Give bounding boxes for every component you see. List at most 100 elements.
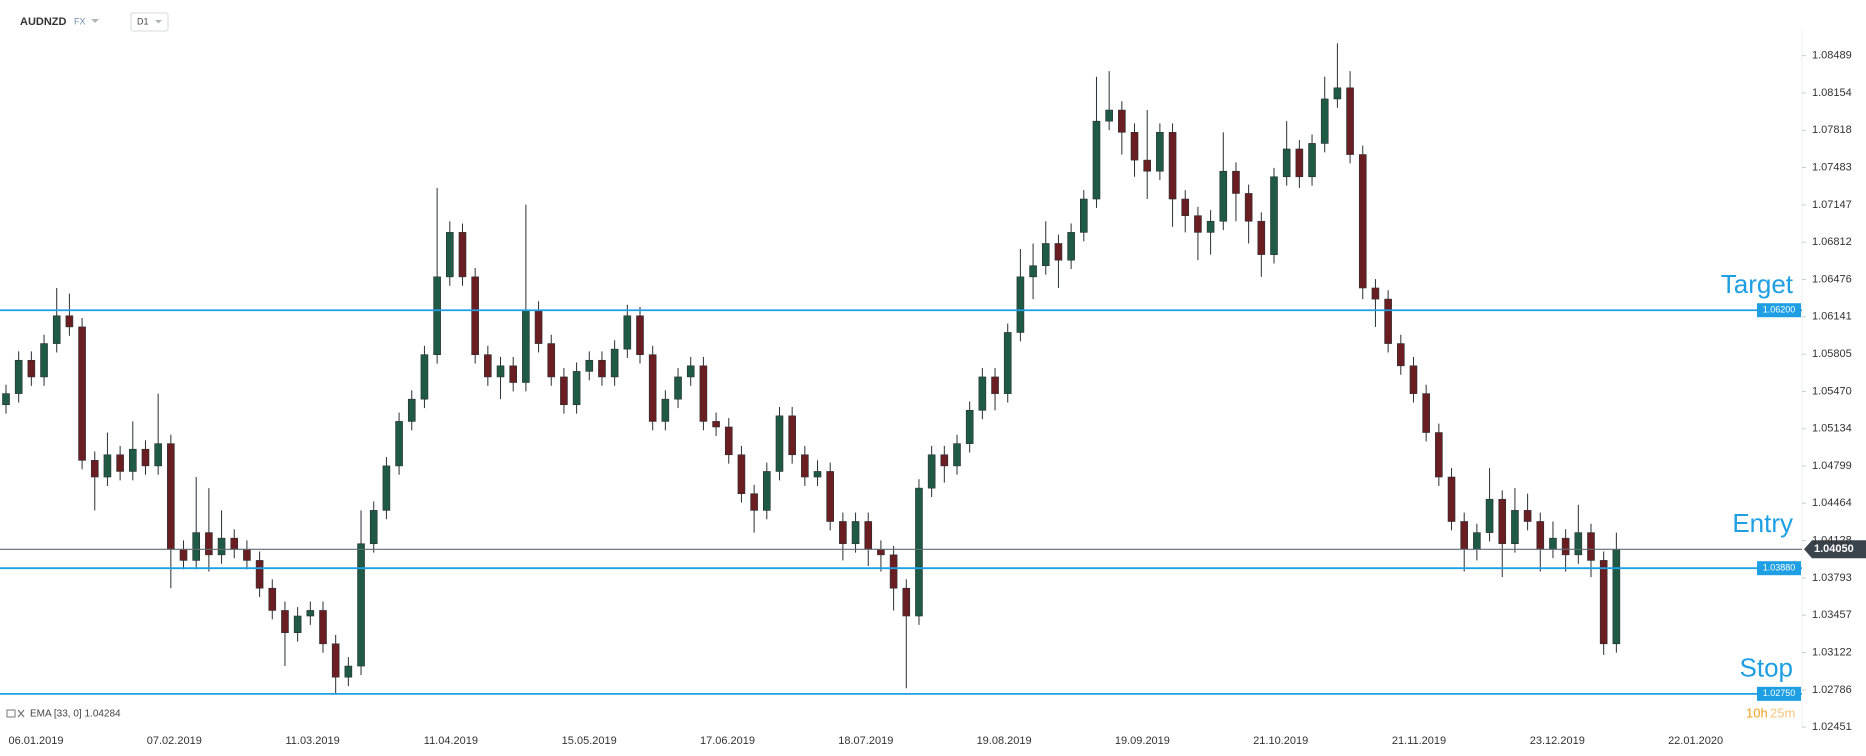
- candle-body: [1054, 243, 1063, 261]
- x-tick-label: 11.04.2019: [424, 735, 478, 747]
- candle-body: [801, 454, 809, 478]
- level-name: Target: [1721, 269, 1794, 299]
- y-tick-label: 1.06141: [1812, 311, 1852, 323]
- x-tick-label: 19.08.2019: [977, 735, 1032, 747]
- x-tick-label: 15.05.2019: [562, 735, 617, 747]
- x-tick-label: 17.06.2019: [700, 735, 755, 747]
- y-tick-label: 1.04799: [1812, 460, 1852, 472]
- candle-body: [534, 309, 543, 344]
- candle-body: [940, 454, 949, 467]
- x-tick-label: 11.03.2019: [285, 735, 339, 747]
- y-tick-label: 1.03122: [1812, 646, 1852, 658]
- y-tick-label: 1.04128: [1812, 535, 1852, 547]
- x-tick-label: 21.11.2019: [1392, 735, 1446, 747]
- market: FX: [74, 16, 86, 26]
- candle-body: [306, 610, 315, 617]
- timeframe-caret[interactable]: [155, 20, 162, 24]
- x-axis: 06.01.2019 07.02.2019 11.03.2019 11.04.2019…: [8, 735, 1723, 747]
- candle-body: [674, 376, 682, 400]
- levels: 1.06200 Target 1.04050 Entry 1.03880 1.02750 S…: [0, 269, 1866, 701]
- candle-body: [1333, 87, 1342, 100]
- price-tag: [1757, 303, 1801, 318]
- candle-body: [1156, 132, 1164, 172]
- candle-body: [458, 232, 467, 278]
- candle-body: [927, 454, 936, 489]
- candle-body: [661, 398, 670, 422]
- candle-body: [712, 421, 720, 428]
- candle-body: [839, 521, 847, 545]
- candle-body: [1384, 298, 1392, 344]
- price-tag-label: 1.06200: [1763, 305, 1796, 315]
- indicator-icon[interactable]: [6, 709, 16, 718]
- candle-body: [522, 309, 530, 383]
- candle-body: [179, 548, 188, 561]
- price-tag: [1757, 686, 1801, 701]
- candle-body: [1549, 537, 1557, 550]
- candle-body: [382, 465, 391, 511]
- candle-body: [445, 232, 454, 278]
- market-caret[interactable]: [91, 19, 99, 23]
- y-tick-label: 1.06812: [1812, 236, 1852, 248]
- candle-body: [737, 454, 746, 494]
- countdown-hours: 10h: [1746, 705, 1768, 720]
- candle-body: [1257, 220, 1266, 255]
- candle-body: [1511, 510, 1519, 545]
- indicator-close[interactable]: [17, 709, 25, 718]
- y-tick-label: 1.07147: [1812, 199, 1852, 211]
- candle-body: [1270, 176, 1278, 255]
- candle-body: [90, 460, 99, 478]
- candle-body: [686, 365, 695, 378]
- candle-body: [1485, 498, 1494, 533]
- candle-body: [1320, 98, 1329, 144]
- candle-body: [1181, 198, 1190, 216]
- candle-body: [1523, 510, 1532, 522]
- candle-body: [1574, 532, 1583, 556]
- candle-body: [1118, 109, 1126, 133]
- candle-body: [762, 471, 771, 511]
- candle-body: [103, 454, 112, 478]
- level-name: Entry: [1732, 508, 1793, 538]
- candle-body: [572, 371, 581, 406]
- level-name: Stop: [1740, 653, 1794, 683]
- candle-body: [1219, 170, 1228, 222]
- candle-body: [2, 393, 10, 406]
- candle-body: [509, 365, 518, 383]
- candle-body: [610, 348, 619, 378]
- candle-body: [205, 532, 213, 556]
- candle-body: [496, 365, 505, 378]
- price-tag: [1757, 561, 1801, 576]
- candle-body: [1029, 265, 1037, 278]
- candle-body: [1409, 365, 1418, 394]
- candle-body: [395, 421, 403, 467]
- candle-body: [1498, 498, 1507, 545]
- candle-body: [319, 610, 327, 645]
- candle-body: [978, 376, 987, 411]
- y-tick-label: 1.05805: [1812, 348, 1852, 360]
- candle-body: [1168, 132, 1177, 200]
- candle-body: [1447, 476, 1456, 522]
- candle-body: [1612, 548, 1621, 645]
- candle-body: [877, 548, 885, 556]
- candle-body: [255, 560, 264, 589]
- candle-body: [1016, 276, 1025, 333]
- timeframe: D1: [137, 16, 149, 26]
- symbol[interactable]: AUDNZD: [20, 16, 66, 28]
- y-tick-label: 1.05134: [1812, 423, 1852, 435]
- candle-body: [344, 665, 353, 678]
- candle-body: [1536, 521, 1545, 550]
- x-tick-label: 19.09.2019: [1115, 735, 1170, 747]
- candle-body: [1460, 521, 1468, 550]
- candle-body: [813, 471, 822, 478]
- candle-body: [268, 587, 277, 611]
- y-tick-label: 1.06476: [1812, 273, 1852, 285]
- indicator-legend: EMA [33, 0] 1.04284: [6, 709, 121, 720]
- candle-body: [141, 448, 150, 467]
- candle-body: [851, 521, 860, 545]
- candle-body: [547, 343, 556, 378]
- x-tick-label: 18.07.2019: [838, 735, 893, 747]
- timeframe-box[interactable]: [130, 12, 169, 32]
- indicator-text: EMA [33, 0] 1.04284: [30, 709, 121, 720]
- candle-body: [293, 615, 302, 633]
- candle-body: [699, 365, 708, 422]
